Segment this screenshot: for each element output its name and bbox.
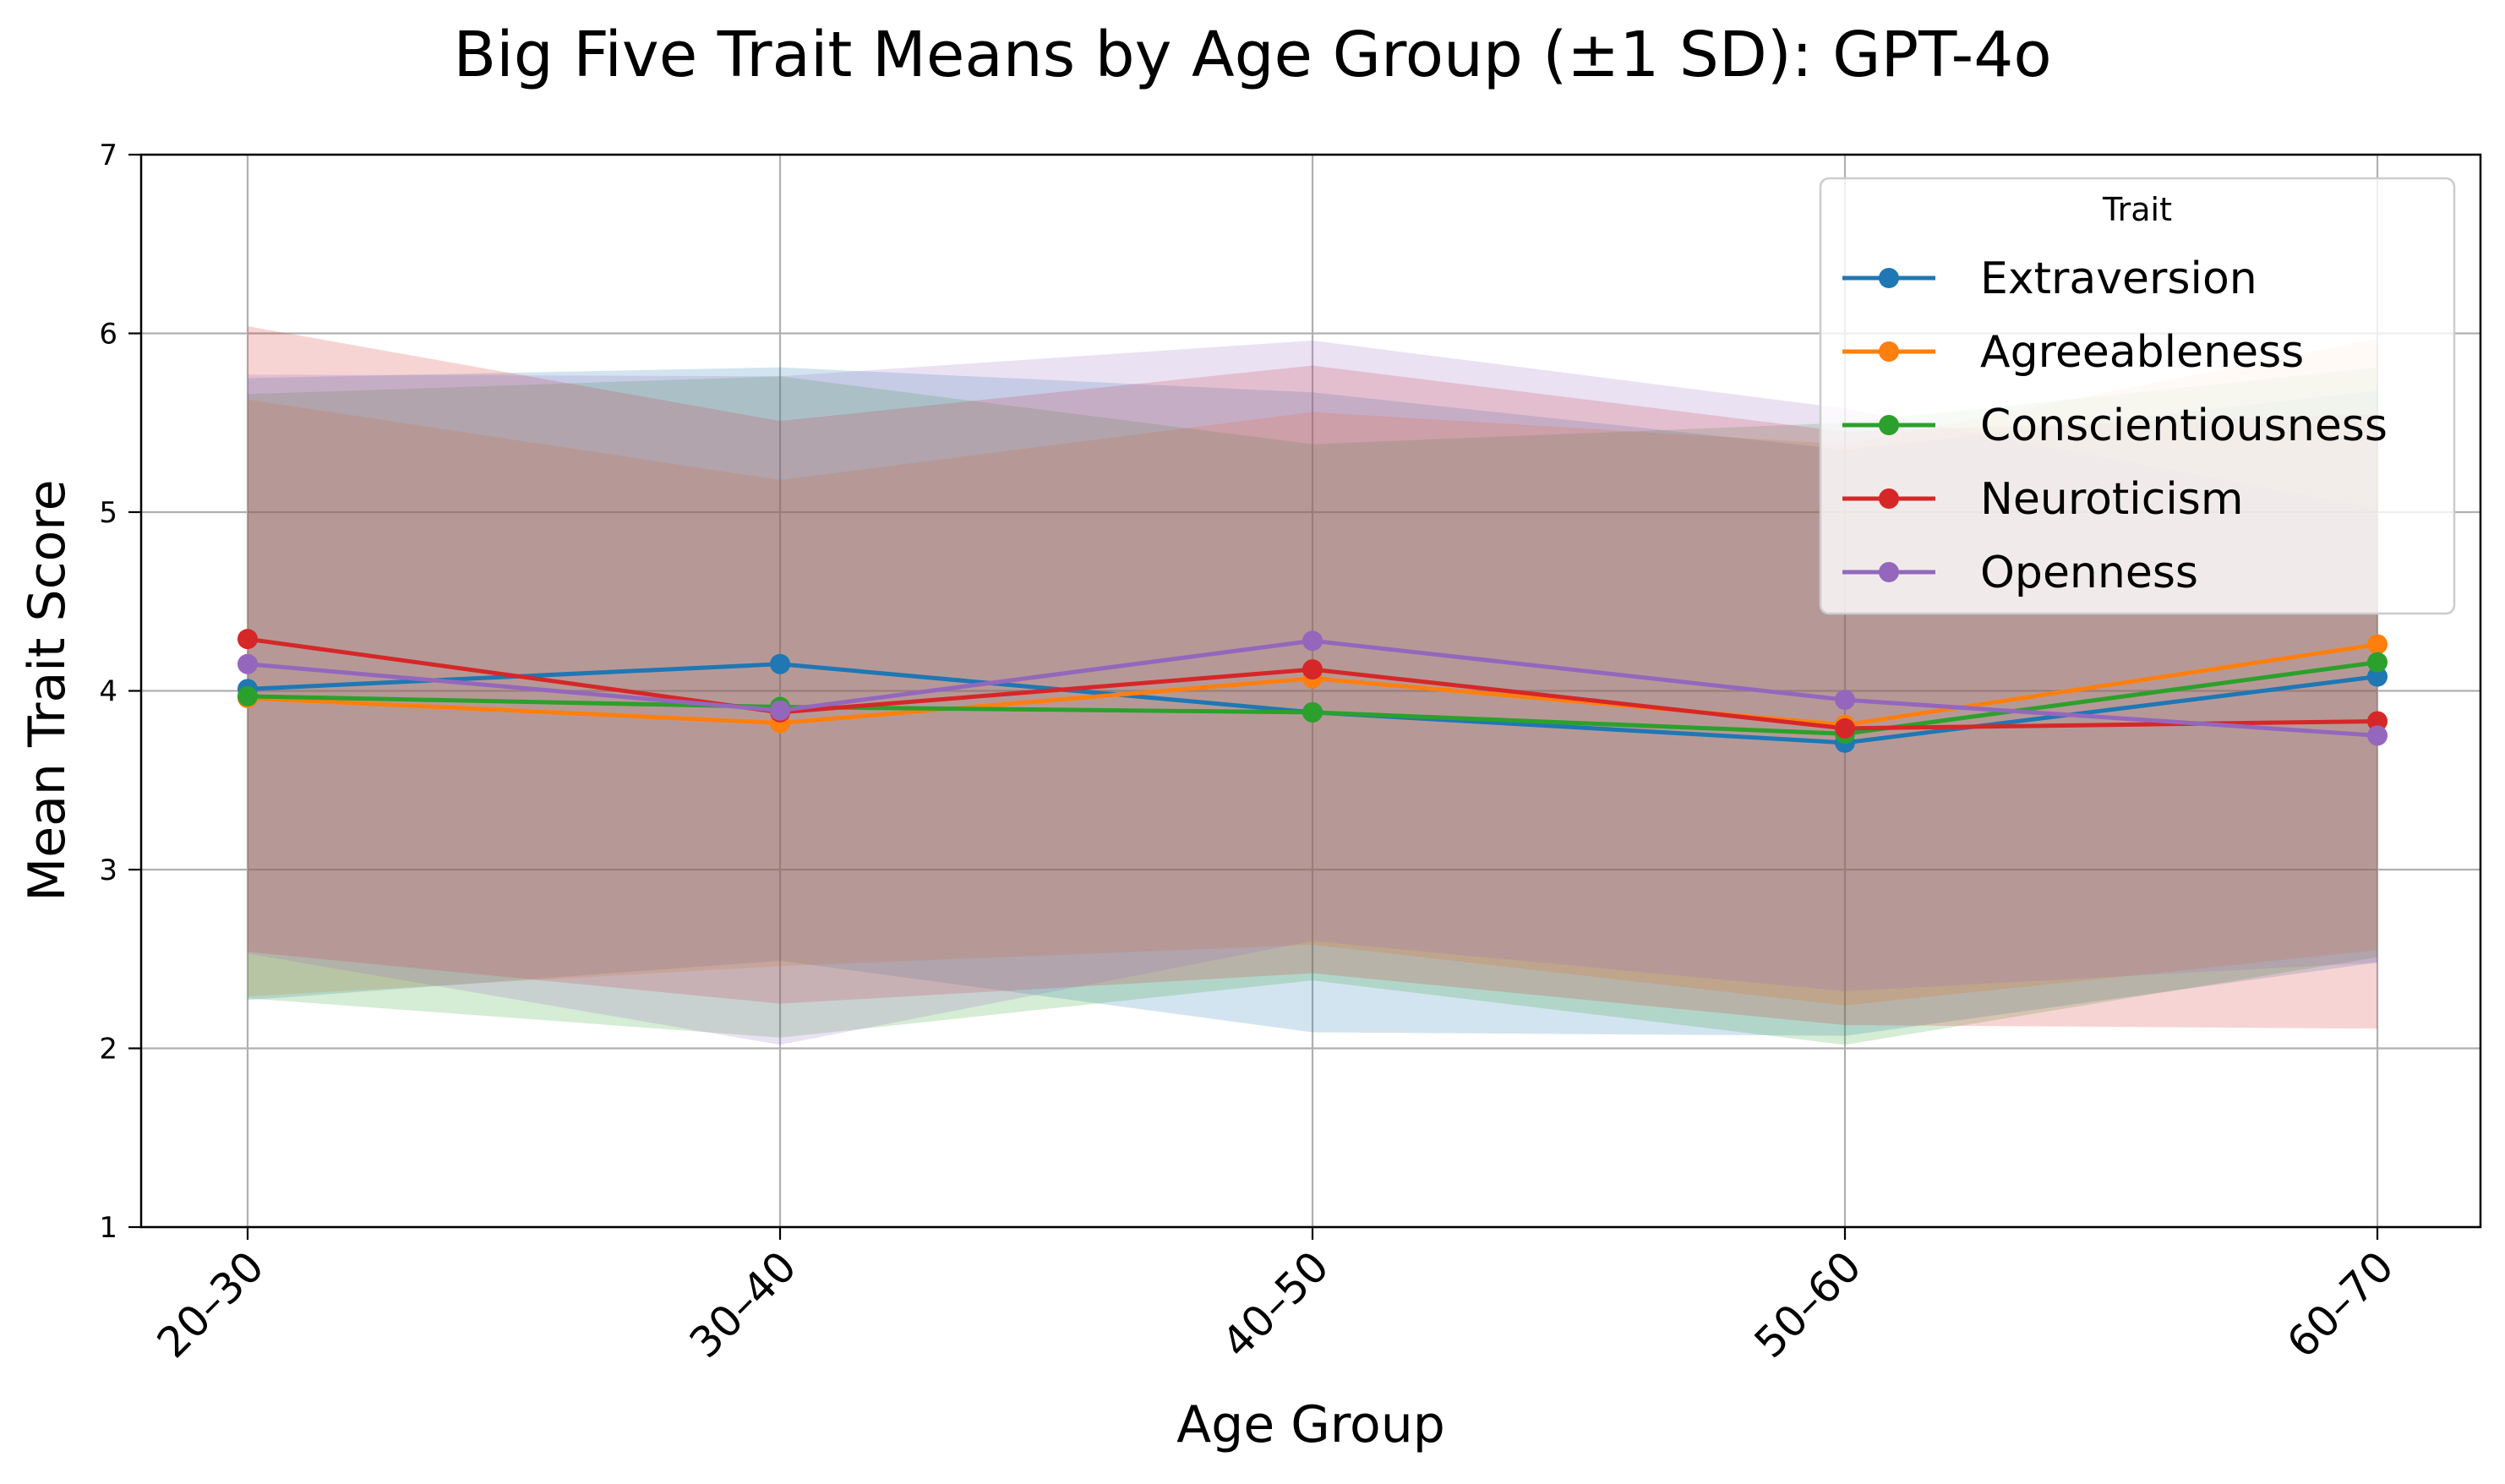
- x-tick-label: 50–60: [1745, 1241, 1871, 1367]
- x-axis-label: Age Group: [1176, 1395, 1445, 1454]
- data-point: [770, 653, 790, 674]
- data-point: [1302, 701, 1323, 723]
- y-axis: 1 2 3 4 5 6 7: [99, 139, 141, 1245]
- legend: Trait Extraversion Agreeableness Conscient…: [1819, 177, 2456, 615]
- data-point: [2367, 725, 2388, 746]
- y-tick-label: 6: [99, 318, 117, 352]
- y-tick-label: 7: [99, 139, 117, 172]
- legend-marker: [1879, 488, 1899, 509]
- x-tick-label: 30–40: [680, 1241, 806, 1367]
- legend-box: [1819, 177, 2456, 615]
- data-point: [2367, 652, 2388, 673]
- data-point: [770, 700, 790, 721]
- legend-items: Extraversion Agreeableness Conscientiousne…: [1842, 254, 2388, 598]
- legend-marker: [1879, 415, 1899, 435]
- y-tick-label: 2: [99, 1033, 117, 1067]
- data-point: [1835, 717, 1855, 739]
- series-markers: [237, 629, 2388, 753]
- legend-label: Agreeableness: [1980, 327, 2304, 378]
- y-tick-label: 1: [99, 1211, 117, 1245]
- data-point: [237, 653, 258, 674]
- legend-label: Neuroticism: [1980, 474, 2244, 525]
- legend-label: Conscientiousness: [1980, 401, 2388, 451]
- legend-marker: [1879, 268, 1899, 288]
- y-tick-label: 3: [99, 854, 117, 887]
- data-point: [1302, 630, 1323, 652]
- data-point: [2367, 711, 2388, 732]
- legend-title: Trait: [2102, 191, 2172, 228]
- legend-marker: [1879, 562, 1899, 582]
- legend-marker: [1879, 341, 1899, 362]
- x-tick-label: 40–50: [1213, 1241, 1339, 1367]
- y-tick-label: 4: [99, 675, 117, 709]
- data-point: [1835, 690, 1855, 711]
- data-point: [237, 629, 258, 650]
- data-point: [2367, 634, 2388, 655]
- y-tick-label: 5: [99, 496, 117, 530]
- data-point: [2367, 666, 2388, 687]
- x-tick-label: 60–70: [2278, 1241, 2404, 1367]
- data-point: [1302, 659, 1323, 680]
- data-point: [237, 685, 258, 707]
- legend-label: Extraversion: [1980, 254, 2257, 304]
- y-axis-label: Mean Trait Score: [18, 479, 77, 901]
- legend-label: Openness: [1980, 548, 2198, 598]
- chart-title: Big Five Trait Means by Age Group (±1 SD…: [453, 19, 2051, 91]
- x-axis: 20–30 30–40 40–50 50–60 60–70: [148, 1227, 2404, 1367]
- x-tick-label: 20–30: [148, 1241, 274, 1367]
